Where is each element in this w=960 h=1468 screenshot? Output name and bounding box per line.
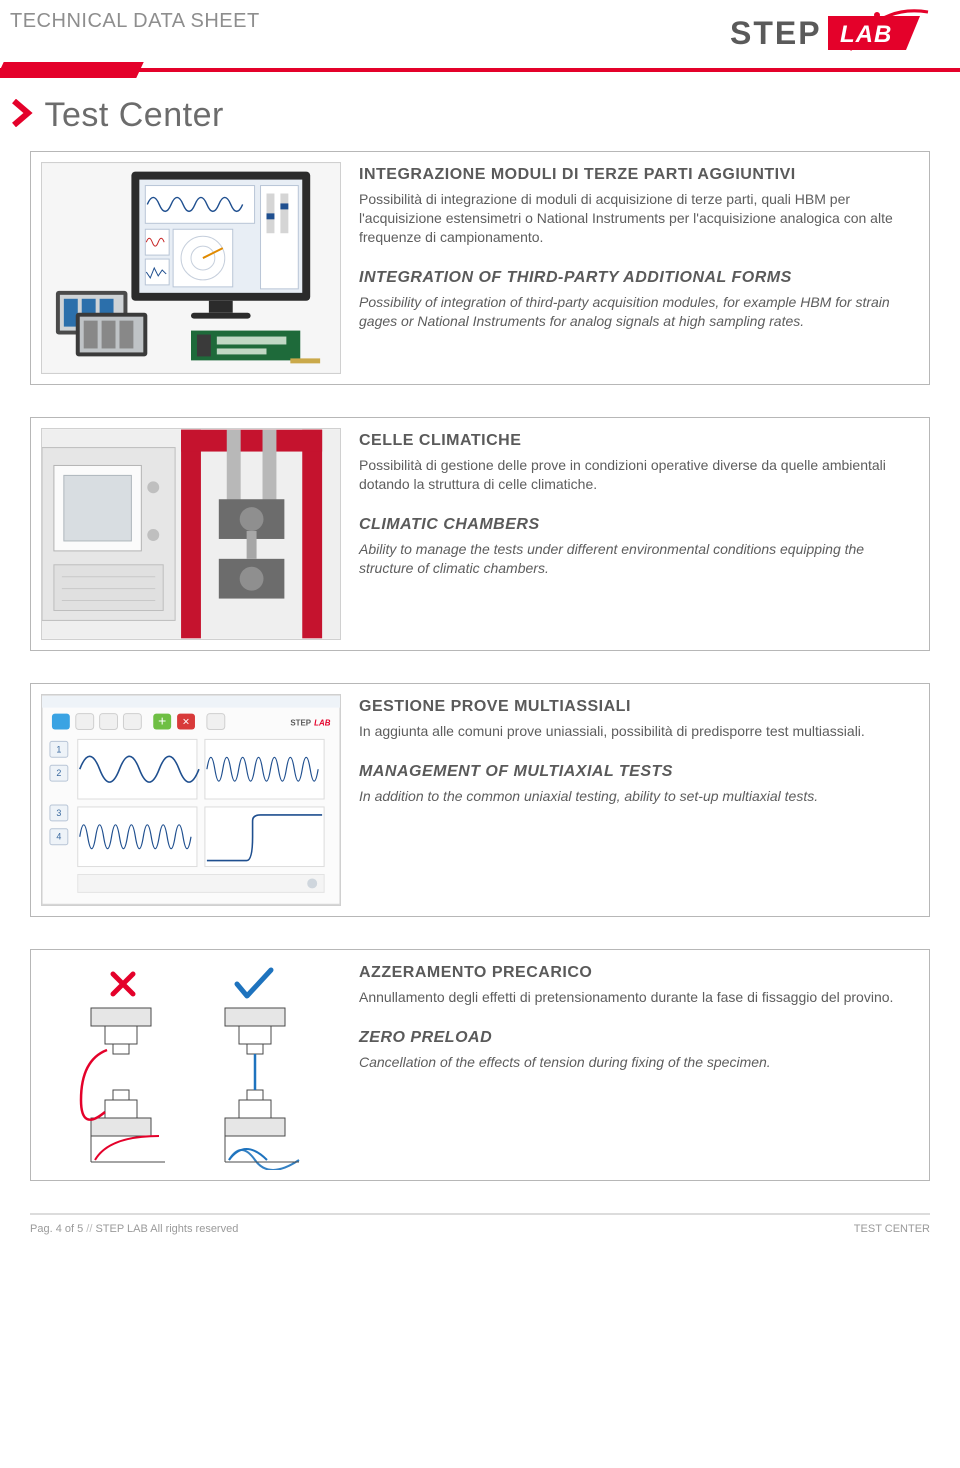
heading-preload-en: ZERO PRELOAD [359,1029,909,1047]
title-row: Test Center [0,78,960,151]
svg-text:STEP: STEP [290,719,311,728]
block-preload-it: AZZERAMENTO PRECARICO Annullamento degli… [359,964,909,1007]
block-climatic-en: CLIMATIC CHAMBERS Ability to manage the … [359,516,909,578]
footer-right: TEST CENTER [854,1223,930,1235]
card-integration: INTEGRAZIONE MODULI DI TERZE PARTI AGGIU… [30,151,930,385]
footer-page-sep: of [62,1223,77,1235]
card-integration-content: INTEGRAZIONE MODULI DI TERZE PARTI AGGIU… [359,162,919,374]
logo-step-text: STEP [730,15,822,51]
svg-text:+: + [158,713,166,729]
heading-integration-en: INTEGRATION OF THIRD-PARTY ADDITIONAL FO… [359,269,909,287]
heading-climatic-en: CLIMATIC CHAMBERS [359,516,909,534]
heading-preload-it: AZZERAMENTO PRECARICO [359,964,909,982]
card-preload-content: AZZERAMENTO PRECARICO Annullamento degli… [359,960,919,1170]
card-climatic: CELLE CLIMATICHE Possibilità di gestione… [30,417,930,651]
block-multiaxial-en: MANAGEMENT OF MULTIAXIAL TESTS In additi… [359,763,909,806]
body-climatic-it: Possibilità di gestione delle prove in c… [359,456,909,494]
card-preload: AZZERAMENTO PRECARICO Annullamento degli… [30,949,930,1181]
body-integration-it: Possibilità di integrazione di moduli di… [359,190,909,247]
chevron-right-icon [12,99,34,132]
preload-right-icon [237,970,271,996]
block-integration-it: INTEGRAZIONE MODULI DI TERZE PARTI AGGIU… [359,166,909,247]
block-preload-en: ZERO PRELOAD Cancellation of the effects… [359,1029,909,1072]
figure-integration [41,162,341,374]
card-climatic-content: CELLE CLIMATICHE Possibilità di gestione… [359,428,919,640]
svg-text:4: 4 [56,832,61,842]
page-header: TECHNICAL DATA SHEET STEP LAB [0,0,960,62]
footer-page-prefix: Pag. [30,1223,56,1235]
card-multiaxial-content: GESTIONE PROVE MULTIASSIALI In aggiunta … [359,694,919,906]
figure-preload [41,960,341,1170]
footer-page-total: 5 [77,1223,83,1235]
svg-text:1: 1 [56,744,61,754]
heading-climatic-it: CELLE CLIMATICHE [359,432,909,450]
svg-text:2: 2 [56,768,61,778]
body-climatic-en: Ability to manage the tests under differ… [359,540,909,578]
block-integration-en: INTEGRATION OF THIRD-PARTY ADDITIONAL FO… [359,269,909,331]
card-multiaxial: + × STEP LAB 1 2 3 4 [30,683,930,917]
svg-text:LAB: LAB [314,719,331,728]
page-footer: Pag. 4 of 5 // STEP LAB All rights reser… [30,1213,930,1235]
preload-wrong-icon [113,974,133,994]
header-red-accent [0,68,960,78]
heading-integration-it: INTEGRAZIONE MODULI DI TERZE PARTI AGGIU… [359,166,909,184]
page-title: Test Center [44,96,223,135]
svg-text:3: 3 [56,808,61,818]
footer-left: Pag. 4 of 5 // STEP LAB All rights reser… [30,1223,238,1235]
footer-rights: STEP LAB All rights reserved [95,1223,238,1235]
step-lab-logo: STEP LAB [680,6,930,56]
body-integration-en: Possibility of integration of third-part… [359,293,909,331]
heading-multiaxial-en: MANAGEMENT OF MULTIAXIAL TESTS [359,763,909,781]
figure-multiaxial: + × STEP LAB 1 2 3 4 [41,694,341,906]
body-preload-it: Annullamento degli effetti di pretension… [359,988,909,1007]
body-multiaxial-it: In aggiunta alle comuni prove uniassiali… [359,722,909,741]
figure-climatic [41,428,341,640]
logo-lab-text: LAB [840,21,892,48]
heading-multiaxial-it: GESTIONE PROVE MULTIASSIALI [359,698,909,716]
body-multiaxial-en: In addition to the common uniaxial testi… [359,787,909,806]
body-preload-en: Cancellation of the effects of tension d… [359,1053,909,1072]
block-multiaxial-it: GESTIONE PROVE MULTIASSIALI In aggiunta … [359,698,909,741]
block-climatic-it: CELLE CLIMATICHE Possibilità di gestione… [359,432,909,494]
svg-text:×: × [183,715,190,729]
